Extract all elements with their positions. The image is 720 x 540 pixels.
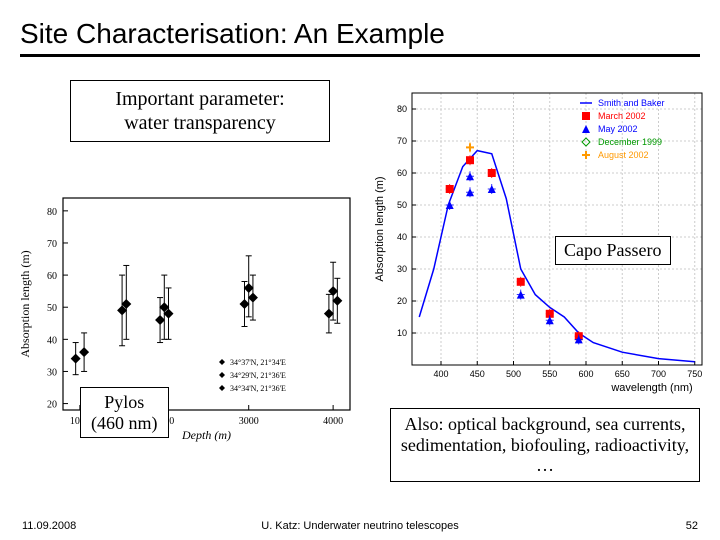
- svg-text:34°29'N, 21°36'E: 34°29'N, 21°36'E: [230, 371, 286, 380]
- svg-text:40: 40: [397, 232, 407, 242]
- svg-text:600: 600: [578, 369, 593, 379]
- svg-text:750: 750: [687, 369, 702, 379]
- svg-text:50: 50: [47, 303, 57, 314]
- svg-text:Absorption length (m): Absorption length (m): [374, 176, 386, 281]
- bottom-note: Also: optical background, sea currents, …: [390, 408, 700, 482]
- subtitle-line1: Important parameter:: [115, 88, 284, 110]
- svg-text:wavelength (nm): wavelength (nm): [610, 382, 692, 394]
- footer: 11.09.2008 U. Katz: Underwater neutrino …: [0, 520, 720, 532]
- svg-text:10: 10: [397, 328, 407, 338]
- svg-text:450: 450: [470, 369, 485, 379]
- label-pylos: Pylos (460 nm): [80, 387, 169, 438]
- svg-text:December 1999: December 1999: [598, 137, 662, 147]
- svg-text:70: 70: [397, 136, 407, 146]
- svg-text:34°37'N, 21°34'E: 34°37'N, 21°34'E: [230, 358, 286, 367]
- svg-text:30: 30: [397, 264, 407, 274]
- svg-text:60: 60: [47, 271, 57, 282]
- label-pylos-line2: (460 nm): [91, 413, 158, 433]
- label-capo-passero: Capo Passero: [555, 236, 671, 265]
- label-pylos-line1: Pylos: [104, 392, 144, 412]
- page-title: Site Characterisation: An Example: [20, 18, 700, 50]
- svg-text:3000: 3000: [239, 416, 259, 427]
- svg-text:May 2002: May 2002: [598, 124, 638, 134]
- svg-text:20: 20: [47, 400, 57, 411]
- svg-text:Depth (m): Depth (m): [181, 428, 231, 442]
- svg-text:80: 80: [47, 207, 57, 218]
- chart-pylos: 100020003000400020304050607080Depth (m)A…: [15, 190, 360, 445]
- svg-text:30: 30: [47, 367, 57, 378]
- svg-text:650: 650: [615, 369, 630, 379]
- footer-center: U. Katz: Underwater neutrino telescopes: [0, 520, 720, 532]
- svg-text:August 2002: August 2002: [598, 150, 649, 160]
- svg-text:70: 70: [47, 239, 57, 250]
- subtitle-line2: water transparency: [124, 112, 276, 134]
- svg-text:March 2002: March 2002: [598, 111, 646, 121]
- svg-text:50: 50: [397, 200, 407, 210]
- svg-text:500: 500: [506, 369, 521, 379]
- subtitle-box: Important parameter: water transparency: [70, 80, 330, 142]
- svg-text:20: 20: [397, 296, 407, 306]
- svg-text:700: 700: [651, 369, 666, 379]
- svg-text:400: 400: [433, 369, 448, 379]
- svg-text:Smith and Baker: Smith and Baker: [598, 98, 665, 108]
- svg-text:Absorption length (m): Absorption length (m): [18, 250, 32, 357]
- svg-text:60: 60: [397, 168, 407, 178]
- svg-text:4000: 4000: [323, 416, 343, 427]
- svg-text:34°34'N, 21°36'E: 34°34'N, 21°36'E: [230, 384, 286, 393]
- svg-text:80: 80: [397, 104, 407, 114]
- svg-text:40: 40: [47, 335, 57, 346]
- svg-text:550: 550: [542, 369, 557, 379]
- title-underline: [20, 54, 700, 57]
- title-bar: Site Characterisation: An Example: [0, 0, 720, 65]
